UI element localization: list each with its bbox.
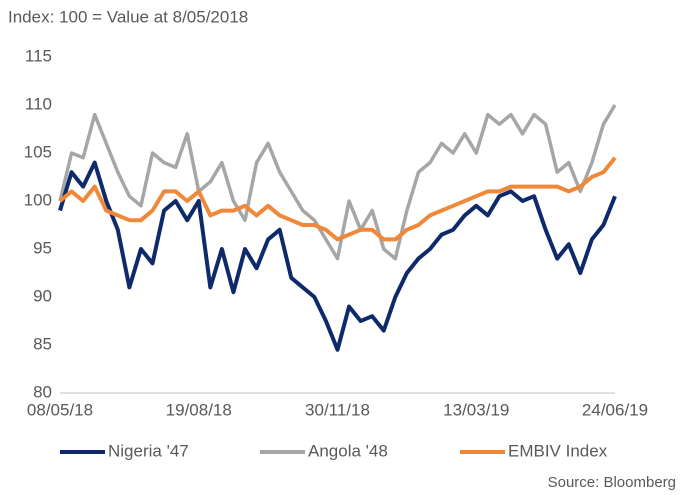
legend-label: Nigeria '47 (108, 441, 189, 460)
chart-title: Index: 100 = Value at 8/05/2018 (8, 7, 248, 26)
y-tick-label: 90 (33, 286, 52, 305)
x-tick-label: 19/08/18 (166, 400, 232, 419)
legend-label: EMBIV Index (508, 441, 608, 460)
y-tick-label: 100 (24, 190, 52, 209)
series-line (58, 160, 617, 352)
source: Source: Bloomberg (548, 474, 676, 491)
y-tick-label: 80 (33, 382, 52, 401)
series-line (58, 156, 617, 242)
series-line (58, 104, 617, 261)
legend-label: Angola '48 (308, 441, 388, 460)
x-tick-label: 08/05/18 (27, 400, 93, 419)
x-tick-label: 30/11/18 (305, 400, 370, 419)
y-tick-label: 85 (33, 334, 52, 353)
y-tick-label: 105 (24, 142, 52, 161)
y-tick-label: 110 (25, 94, 52, 113)
y-tick-label: 95 (33, 238, 52, 257)
x-tick-label: 24/06/19 (582, 400, 648, 419)
y-tick-label: 115 (25, 46, 52, 65)
x-tick-label: 13/03/19 (443, 400, 509, 419)
